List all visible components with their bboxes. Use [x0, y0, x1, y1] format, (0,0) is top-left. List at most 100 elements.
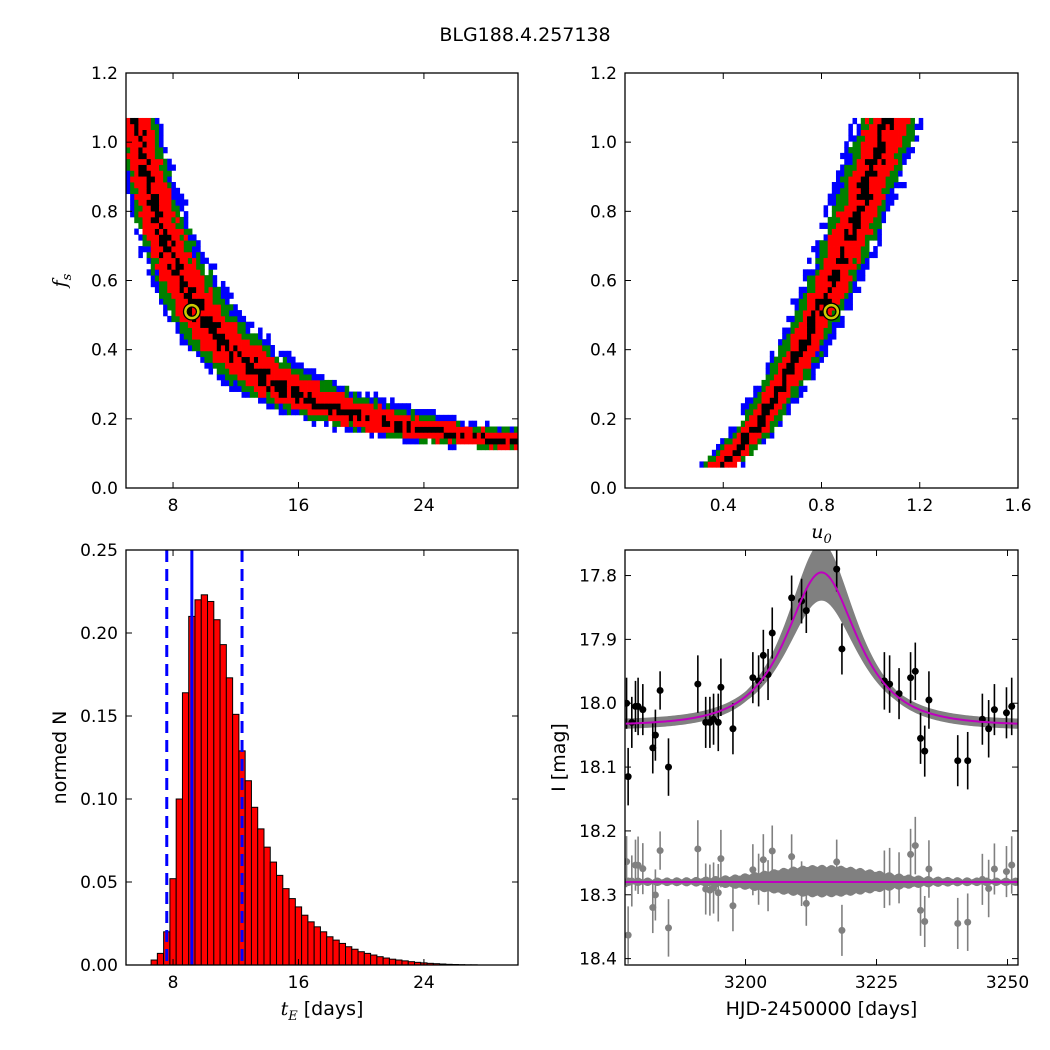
density-cell	[790, 333, 796, 340]
density-cell	[831, 327, 837, 334]
density-cell	[889, 176, 895, 183]
density-cell	[844, 257, 849, 264]
density-cell	[877, 147, 882, 154]
density-cell	[253, 356, 259, 363]
density-cell	[183, 246, 189, 253]
density-cell	[381, 432, 387, 439]
density-cell	[208, 280, 214, 288]
density-cell	[241, 391, 247, 398]
density-cell	[509, 426, 515, 433]
density-cell	[150, 152, 156, 160]
density-cell	[328, 385, 333, 392]
density-cell	[840, 251, 845, 259]
density-cell	[138, 147, 143, 154]
density-cell	[150, 205, 156, 212]
density-cell	[856, 141, 862, 148]
density-cell	[790, 298, 796, 305]
data-point	[749, 674, 757, 682]
density-cell	[344, 385, 350, 392]
density-cell	[782, 333, 787, 340]
density-cell	[869, 147, 874, 154]
density-cell	[159, 164, 164, 171]
density-cell	[811, 344, 816, 352]
density-cell	[864, 164, 870, 171]
density-cell	[402, 414, 407, 422]
density-cell	[906, 152, 911, 160]
density-cell	[786, 327, 791, 334]
density-cell	[844, 147, 849, 154]
density-cell	[831, 333, 837, 340]
density-cell	[902, 117, 907, 125]
y-tick-label: 0.6	[91, 272, 118, 292]
density-cell	[889, 158, 895, 165]
density-cell	[274, 391, 280, 398]
residual-point	[664, 924, 672, 932]
density-cell	[790, 362, 796, 369]
density-cell	[196, 344, 201, 352]
density-cell	[852, 222, 858, 229]
density-cell	[819, 310, 824, 317]
density-cell	[220, 379, 226, 387]
density-cell	[295, 403, 300, 410]
density-cell	[171, 298, 176, 305]
density-cell	[208, 310, 214, 317]
density-cell	[869, 199, 874, 206]
density-cell	[266, 397, 271, 404]
density-cell	[869, 181, 874, 189]
density-cell	[501, 438, 507, 445]
density-cell	[840, 275, 845, 282]
y-tick-label: 0.0	[590, 479, 617, 499]
density-cell	[852, 286, 858, 294]
density-cell	[183, 251, 189, 259]
density-cell	[761, 403, 767, 410]
density-cell	[757, 426, 762, 433]
density-cell	[167, 211, 172, 218]
density-cell	[394, 403, 399, 410]
density-cell	[827, 246, 833, 253]
density-cell	[786, 409, 791, 416]
density-cell	[877, 135, 882, 142]
density-cell	[728, 443, 733, 451]
density-cell	[460, 426, 465, 433]
density-cell	[192, 240, 197, 247]
density-cell	[311, 385, 317, 392]
density-cell	[154, 129, 160, 136]
density-cell	[398, 426, 403, 433]
density-cell	[291, 379, 296, 387]
density-cell	[142, 117, 148, 125]
density-cell	[439, 426, 445, 433]
density-cell	[126, 170, 131, 177]
density-cell	[881, 152, 887, 160]
density-cell	[159, 211, 164, 218]
density-cell	[823, 257, 829, 264]
density-cell	[831, 257, 837, 264]
residual-point	[625, 931, 632, 939]
density-cell	[761, 432, 767, 439]
residual-point	[714, 889, 722, 897]
density-cell	[790, 315, 796, 323]
density-cell	[782, 374, 787, 381]
histogram-bar	[200, 594, 209, 965]
density-cell	[171, 310, 176, 317]
residual-point	[649, 904, 657, 912]
density-cell	[761, 397, 767, 404]
density-cell	[278, 368, 284, 375]
density-cell	[819, 240, 824, 247]
density-cell	[154, 123, 160, 131]
density-cell	[728, 449, 733, 457]
density-cell	[893, 170, 899, 177]
density-cell	[159, 123, 164, 131]
residual-point	[917, 906, 925, 914]
density-cell	[798, 327, 804, 334]
density-cell	[266, 374, 271, 381]
density-cell	[877, 211, 882, 218]
density-cell	[864, 246, 870, 253]
density-cell	[216, 356, 222, 363]
density-cell	[848, 298, 853, 305]
density-cell	[311, 420, 317, 427]
density-cell	[134, 152, 139, 160]
density-cell	[877, 123, 882, 131]
residual-point	[838, 926, 846, 934]
density-cell	[237, 362, 242, 369]
histogram-bar	[194, 599, 202, 965]
